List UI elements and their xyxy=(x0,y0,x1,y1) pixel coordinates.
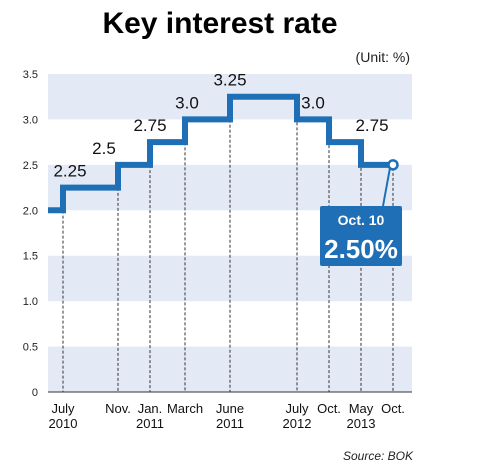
callout-stem xyxy=(382,167,391,207)
x-tick-label: March xyxy=(167,401,203,416)
data-labels: 2.25 2.5 2.75 3.0 3.25 3.0 2.75 xyxy=(53,71,388,181)
callout-background xyxy=(320,206,402,266)
x-tick-label: Nov. xyxy=(105,401,131,416)
data-label: 2.25 xyxy=(53,162,86,181)
y-tick-label: 2.0 xyxy=(23,205,38,217)
chart-title: Key interest rate xyxy=(102,7,337,40)
y-tick-label: 2.5 xyxy=(23,160,38,172)
guide-lines xyxy=(62,99,394,392)
x-tick-label: Oct. xyxy=(381,401,405,416)
data-label: 2.5 xyxy=(92,139,116,158)
x-tick-label: Oct. xyxy=(317,401,341,416)
grid-band xyxy=(48,346,412,392)
callout-value: 2.50% xyxy=(324,234,398,264)
unit-label: (Unit: %) xyxy=(356,49,410,65)
y-tick-label: 3.0 xyxy=(23,114,38,126)
x-tick-label: June 2011 xyxy=(216,401,244,431)
y-tick-label: 1.0 xyxy=(23,296,38,308)
y-tick-label: 0.5 xyxy=(23,342,38,354)
data-label: 3.25 xyxy=(213,71,246,90)
x-tick-label: May 2013 xyxy=(347,401,376,431)
end-point-marker xyxy=(387,159,399,171)
data-label: 2.75 xyxy=(133,116,166,135)
y-tick-label: 3.5 xyxy=(23,69,38,81)
y-tick-label: 0 xyxy=(32,387,38,399)
data-label: 3.0 xyxy=(175,93,199,112)
source-note: Source: BOK xyxy=(343,449,414,463)
x-tick-label: July 2010 xyxy=(49,401,78,431)
callout-box: Oct. 10 2.50% xyxy=(320,167,402,266)
y-tick-label: 1.5 xyxy=(23,251,38,263)
x-tick-label: July 2012 xyxy=(283,401,312,431)
y-axis: 0 0.5 1.0 1.5 2.0 2.5 3.0 3.5 xyxy=(23,69,38,399)
rate-step-line xyxy=(48,93,393,214)
data-label: 2.75 xyxy=(355,116,388,135)
data-label: 3.0 xyxy=(301,93,325,112)
x-tick-label: Jan. 2011 xyxy=(136,401,164,431)
callout-date: Oct. 10 xyxy=(338,212,385,228)
